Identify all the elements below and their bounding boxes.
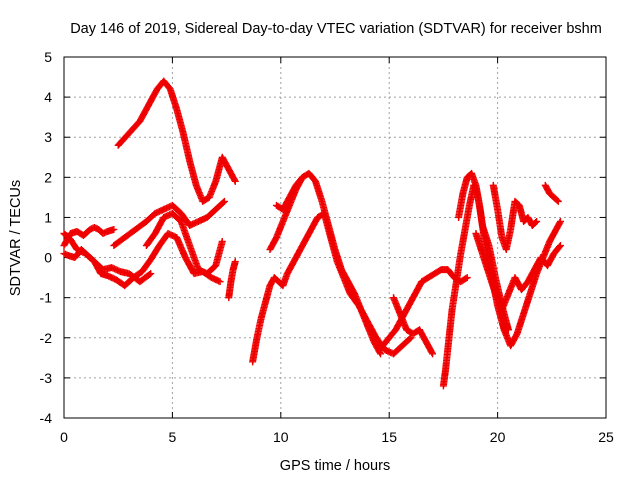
series-arc-10 <box>272 173 306 213</box>
series-arc-7 <box>225 258 239 302</box>
y-tick-label: -3 <box>40 370 53 386</box>
data-point <box>463 274 471 282</box>
data-point <box>532 218 540 226</box>
x-tick-label: 0 <box>60 429 68 445</box>
data-point <box>231 258 239 266</box>
data-point <box>406 335 414 343</box>
x-axis-label: GPS time / hours <box>280 458 390 474</box>
data-point <box>553 196 561 204</box>
chart-title: Day 146 of 2019, Sidereal Day-to-day VTE… <box>70 21 602 37</box>
series-arc-6 <box>142 209 226 278</box>
x-tick-label: 20 <box>490 429 506 445</box>
data-point <box>218 238 226 246</box>
plot-frame <box>63 56 607 419</box>
series-arc-17 <box>541 181 562 205</box>
x-tick-label: 15 <box>381 429 397 445</box>
series-arc-3 <box>60 229 155 286</box>
data-point <box>377 350 385 358</box>
data-point <box>429 350 437 358</box>
data-point <box>110 225 118 233</box>
data-point <box>219 198 227 206</box>
ticks: 0 5 10 15 20 25 -4 -3 -2 -1 0 1 2 3 4 5 <box>40 49 614 445</box>
y-tick-label: 3 <box>44 129 52 145</box>
data-point <box>146 270 154 278</box>
series-arc-12 <box>390 294 437 358</box>
y-tick-label: 2 <box>44 169 52 185</box>
data-point <box>298 173 306 181</box>
data-point <box>298 174 306 182</box>
data-point <box>462 274 470 282</box>
series-arc-16 <box>489 181 541 254</box>
data-point <box>428 348 436 356</box>
data-point <box>376 348 384 356</box>
data-point <box>556 217 564 225</box>
data-point <box>556 242 564 250</box>
data-point <box>231 176 239 184</box>
data-point <box>554 197 562 205</box>
y-tick-label: 4 <box>44 89 52 105</box>
y-tick-label: -1 <box>40 290 53 306</box>
data-point <box>147 270 155 278</box>
data-points <box>60 77 564 390</box>
series-arc-5 <box>110 197 228 250</box>
data-point <box>556 243 564 251</box>
data-point <box>231 177 239 185</box>
series-arc-4 <box>114 77 239 205</box>
y-tick-label: 1 <box>44 209 52 225</box>
y-tick-label: -2 <box>40 330 53 346</box>
y-tick-label: -4 <box>40 410 53 426</box>
x-tick-label: 5 <box>169 429 177 445</box>
data-point <box>556 219 564 227</box>
y-tick-label: 0 <box>44 250 52 266</box>
x-tick-label: 10 <box>273 429 289 445</box>
y-axis-label: SDTVAR / TECUs <box>8 180 24 296</box>
data-point <box>216 278 224 286</box>
series-arc-15 <box>472 229 564 314</box>
data-point <box>220 197 228 205</box>
x-tick-label: 25 <box>598 429 614 445</box>
y-tick-label: 5 <box>44 49 52 65</box>
data-point <box>533 217 541 225</box>
